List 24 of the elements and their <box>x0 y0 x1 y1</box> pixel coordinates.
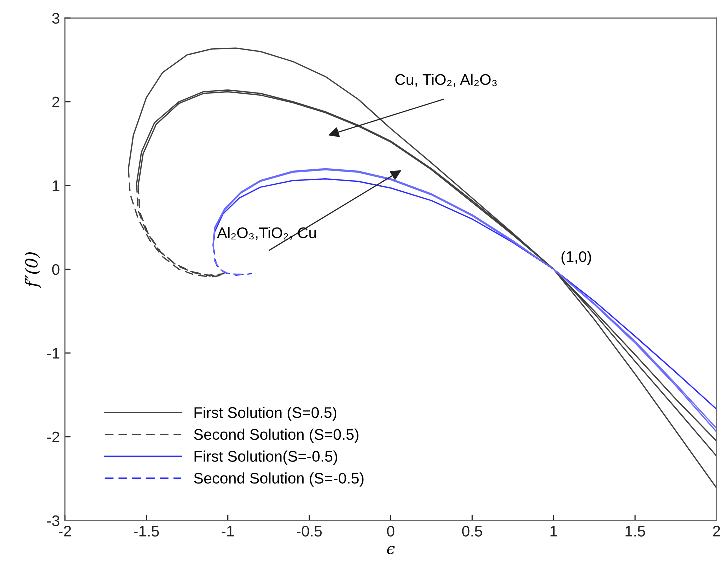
x-tick-label: -1 <box>222 526 234 537</box>
x-tick-label: 0.5 <box>462 526 482 537</box>
x-tick-label: -0.5 <box>297 526 322 537</box>
annotation: Al₂O₃,TiO₂, Cu <box>217 227 316 240</box>
y-tick-label: 0 <box>52 264 60 276</box>
y-tick-label: 1 <box>52 180 60 192</box>
x-tick-label: 0 <box>387 526 395 537</box>
y-tick-label: -1 <box>47 348 60 359</box>
x-tick-label: -1.5 <box>134 526 160 537</box>
annotation: (1,0) <box>562 251 592 266</box>
x-tick-label: 2 <box>713 526 720 537</box>
y-tick-label: 2 <box>52 96 60 108</box>
y-axis-title: f″(0) <box>25 252 42 289</box>
annotation: Cu, TiO₂, Al₂O₃ <box>396 74 497 87</box>
y-tick-label: -2 <box>47 432 60 443</box>
legend-label: First Solution(S=-0.5) <box>194 450 338 466</box>
legend-label: Second Solution (S=-0.5) <box>194 472 364 487</box>
y-tick-label: -3 <box>47 516 60 526</box>
y-tick-label: 3 <box>52 13 60 24</box>
legend-label: First Solution (S=0.5) <box>194 407 337 422</box>
x-axis-title: ϵ <box>387 546 395 554</box>
x-tick-label: 1.5 <box>626 526 646 537</box>
legend-label: Second Solution (S=0.5) <box>194 428 359 444</box>
x-tick-label: 1 <box>550 526 558 537</box>
